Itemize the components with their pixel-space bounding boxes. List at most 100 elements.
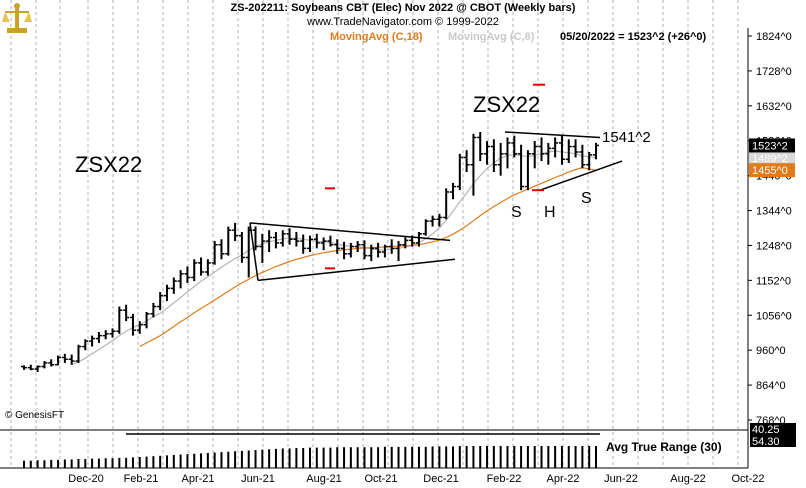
price-bar [218,239,225,260]
time-tick-label: Apr-22 [546,473,579,485]
legend-ma-orange[interactable]: MovingAvg (C,18) [330,31,423,43]
atr-tag-1-box [750,423,796,435]
price-bar [320,237,327,251]
price-bar [238,232,245,263]
atr-tag-2-box [750,435,796,447]
price-bar [422,219,429,236]
price-bar [252,226,259,251]
chart-subtitle: www.TradeNavigator.com © 1999-2022 [307,16,499,28]
ma-orange-line [139,166,597,348]
label-head: H [544,204,556,221]
price-bar [545,142,552,165]
price-bar [55,355,62,366]
atr-value-2: 54.30 [752,436,780,448]
price-bar [164,284,170,302]
price-tag-gray-box [749,150,795,165]
price-bar [381,244,388,258]
price-bar [279,230,286,247]
atr-label: Avg True Range (30) [606,440,722,454]
price-bar [511,135,518,158]
price-bar [565,139,572,163]
pennant-upper-line [504,131,601,139]
copyright-note: © GenesisFT [5,410,65,421]
price-bar [34,365,41,372]
price-bar [436,213,443,227]
price-axis: 1824^01728^01632^01536^01440^01344^01248… [747,28,795,468]
trade-navigator-logo-icon [2,2,32,36]
price-bar [586,152,593,171]
pennant-lower-line [539,160,623,191]
price-bar [150,302,157,318]
price-bar [225,226,232,256]
price-bar [572,139,579,158]
price-bar [211,241,218,265]
price-bar [327,235,334,247]
price-bar [27,364,34,371]
triangle-upper-line [249,222,451,242]
time-tick-label: Dec-21 [423,473,458,485]
price-bar [415,232,422,247]
price-tick-label: 960^0 [756,345,786,357]
time-tick-label: Apr-21 [181,473,214,485]
chart-title: ZS-202211: Soybeans CBT (Elec) Nov 2022 … [230,2,576,14]
price-bar [143,312,150,329]
price-bar [524,150,531,191]
price-bar [204,259,211,276]
price-bar [538,137,545,162]
price-bar [477,132,484,162]
price-bar [361,240,368,260]
price-bar [558,135,565,165]
time-axis: Dec-20 Feb-21 Apr-21 Jun-21 Aug-21 Oct-21 Dec-… [0,467,765,485]
price-bar [579,144,586,169]
price-tick-label: 1056^0 [756,310,792,322]
label-right-shoulder: S [581,190,592,207]
legend-ma-gray[interactable]: MovingAvg (C,8) [448,31,535,43]
price-bar [456,153,463,191]
triangle-lower-line [257,258,456,282]
price-bar [123,304,130,322]
price-bar [272,232,279,249]
price-bar [334,239,341,254]
price-bar [21,365,27,370]
time-tick-label: Oct-22 [731,473,764,485]
price-bar [232,222,239,242]
price-bar [307,235,313,252]
time-tick-label: Aug-22 [670,473,705,485]
price-bar [497,142,504,176]
price-bar [259,233,266,263]
price-bar [102,330,109,340]
price-bar [593,142,599,160]
price-bar [463,150,470,172]
price-bar [531,141,538,169]
label-zsx22-left: ZSX22 [75,152,142,177]
label-left-shoulder: S [511,204,522,221]
price-tag-last: 1523^2 [752,140,788,152]
price-bar [504,137,511,169]
price-bar [470,133,477,196]
price-tag-ma: 1455^0 [752,165,788,177]
price-bar [293,232,300,247]
price-tag-last-box [749,138,795,153]
price-bar [286,228,293,245]
price-bar [89,335,96,347]
pattern-annotations: ZSX22 ZSX22 1541^2 S H S [75,92,651,221]
price-bar [443,188,450,220]
price-bar [395,241,402,262]
time-tick-label: Feb-21 [124,473,159,485]
price-bar [184,266,191,283]
price-bar [266,230,273,252]
price-bar [82,339,89,351]
price-bar [300,234,307,254]
price-bars [21,132,599,372]
price-bar [136,321,143,334]
price-tick-label: 1632^0 [756,101,792,113]
triangle-left-line [249,222,259,281]
price-bar [61,353,68,363]
price-bar [129,313,136,336]
price-tick-label: 1728^0 [756,66,792,78]
moving-averages [71,150,597,366]
price-bar [191,259,198,282]
label-zsx22-top: ZSX22 [473,92,540,117]
